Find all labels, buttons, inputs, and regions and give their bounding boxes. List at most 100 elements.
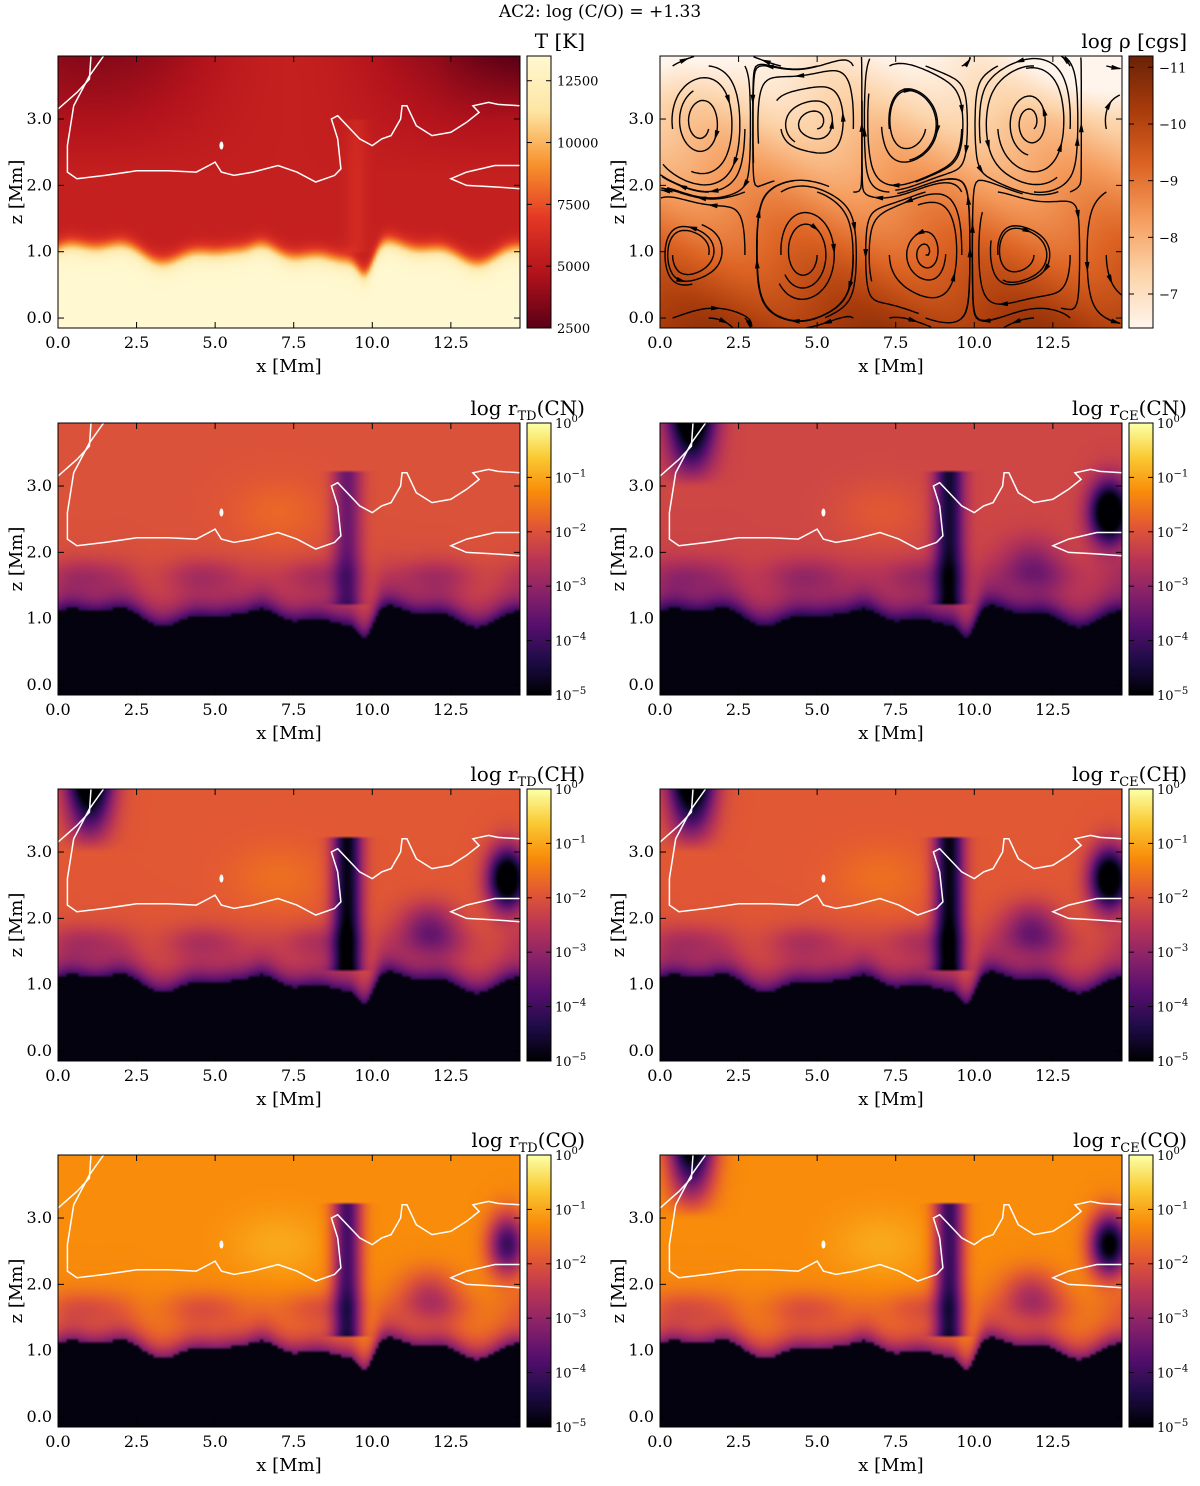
x-tick-label: 12.5 xyxy=(1035,1066,1071,1085)
y-tick-label: 1.0 xyxy=(629,1341,654,1360)
x-tick-label: 12.5 xyxy=(1035,700,1071,719)
overlay-rtd_cn xyxy=(58,423,520,557)
heatmap-rce_ch xyxy=(660,789,1122,1061)
panel-title: T [K] xyxy=(535,29,585,53)
panel-title: log ρ [cgs] xyxy=(1081,29,1187,53)
colorbar-tick-label: 10−1 xyxy=(555,834,586,852)
y-tick-label: 0.0 xyxy=(27,308,52,327)
streamline-arrow xyxy=(679,57,690,64)
x-tick-label: 5.0 xyxy=(202,1432,227,1451)
streamline-arrow xyxy=(1010,318,1022,324)
y-tick-label: 1.0 xyxy=(27,242,52,261)
overlay-rce_co xyxy=(660,1155,1122,1289)
streamline-arrow xyxy=(1061,56,1071,65)
colorbar-rce_co xyxy=(1129,1155,1153,1427)
colorbar-rce_cn xyxy=(1129,423,1153,695)
colorbar-tick-label: 10−2 xyxy=(1157,1255,1188,1273)
main-contour-2 xyxy=(668,423,1122,550)
x-axis-label: x [Mm] xyxy=(858,1455,923,1476)
colorbar-tick-label: 10−5 xyxy=(555,1418,586,1436)
main-contour-2 xyxy=(668,789,1122,916)
y-tick-label: 0.0 xyxy=(629,1041,654,1060)
colorbar-tick-label: 10−3 xyxy=(1157,577,1188,595)
x-tick-label: 0.0 xyxy=(45,1066,70,1085)
streamline-arrow xyxy=(985,139,990,151)
x-tick-label: 5.0 xyxy=(804,700,829,719)
right-contour xyxy=(448,1263,520,1289)
y-tick-label: 2.0 xyxy=(27,908,52,927)
y-tick-label: 1.0 xyxy=(27,975,52,994)
y-tick-label: 2.0 xyxy=(27,542,52,561)
x-tick-label: 5.0 xyxy=(804,1066,829,1085)
colorbar-tick-label: 10−3 xyxy=(1157,943,1188,961)
y-tick-label: 0.0 xyxy=(27,1041,52,1060)
streamline-arrow xyxy=(863,249,869,260)
y-tick-label: 1.0 xyxy=(27,609,52,628)
streamline-arrow xyxy=(810,223,820,232)
plot-frame xyxy=(57,788,521,1062)
streamline-arrow xyxy=(742,179,750,190)
colorbar-tick-label: 10−5 xyxy=(1157,1052,1188,1070)
y-axis-label: z [Mm] xyxy=(6,893,27,958)
colorbar-tick-label: 10−2 xyxy=(555,523,586,541)
x-tick-label: 10.0 xyxy=(956,1066,992,1085)
streamline-arrow xyxy=(966,194,972,206)
contour-blob xyxy=(219,508,224,517)
x-tick-label: 10.0 xyxy=(354,700,390,719)
y-tick-label: 0.0 xyxy=(27,1407,52,1426)
colorbar-tick-label: 10−2 xyxy=(555,889,586,907)
colorbar-rtd_ch xyxy=(527,789,551,1061)
streamline-arrow xyxy=(760,59,771,66)
streamline-arrow xyxy=(959,104,964,116)
x-tick-label: 5.0 xyxy=(202,333,227,352)
colorbar-tick-label: 10−5 xyxy=(1157,1418,1188,1436)
y-tick-label: 3.0 xyxy=(27,476,52,495)
streamline-arrow xyxy=(902,197,914,204)
colorbar-frame xyxy=(1128,55,1154,329)
main-contour xyxy=(58,423,92,477)
x-axis-label: x [Mm] xyxy=(256,723,321,744)
plot-frame xyxy=(659,1154,1123,1428)
x-tick-label: 7.5 xyxy=(281,333,306,352)
x-tick-label: 0.0 xyxy=(45,333,70,352)
streamline-arrow xyxy=(840,111,846,122)
streamline-arrow xyxy=(677,184,688,191)
x-tick-label: 0.0 xyxy=(647,1066,672,1085)
y-tick-label: 3.0 xyxy=(27,109,52,128)
y-tick-label: 0.0 xyxy=(629,1407,654,1426)
x-tick-label: 10.0 xyxy=(354,333,390,352)
x-tick-label: 2.5 xyxy=(124,1066,149,1085)
colorbar-frame xyxy=(526,422,552,696)
streamline-arrow xyxy=(821,318,833,325)
x-tick-label: 10.0 xyxy=(956,333,992,352)
heatmap-temperature xyxy=(58,56,520,328)
x-tick-label: 10.0 xyxy=(354,1432,390,1451)
colorbar-tick-label: 100 xyxy=(1157,780,1180,798)
streamline-arrow xyxy=(718,317,729,324)
colorbar-tick-label: −7 xyxy=(1159,288,1178,303)
panel-title: log rCE(CO) xyxy=(1073,1128,1187,1156)
streamline-arrow xyxy=(794,73,805,78)
x-tick-label: 12.5 xyxy=(1035,1432,1071,1451)
streamline-arrow xyxy=(1042,106,1048,117)
streamline-arrow xyxy=(660,188,671,194)
heatmap-rtd_cn xyxy=(58,423,520,695)
panel-rce_cn: 0.0 2.5 5.0 7.5 10.0 12.5 0.0 1.0 2.0 3.0 x [Mm] z … xyxy=(608,396,1188,744)
streamline-arrow xyxy=(789,319,800,324)
y-tick-label: 3.0 xyxy=(629,476,654,495)
streamline-arrow xyxy=(1106,274,1113,285)
colorbar-frame xyxy=(1128,422,1154,696)
right-contour xyxy=(448,164,520,190)
streamline-arrow xyxy=(903,88,914,93)
x-tick-label: 0.0 xyxy=(45,1432,70,1451)
panel-title: log rCE(CN) xyxy=(1072,396,1187,424)
panel-temperature: 0.0 2.5 5.0 7.5 10.0 12.5 0.0 1.0 2.0 3.0 x [Mm] z … xyxy=(6,29,598,377)
colorbar-frame xyxy=(526,55,552,329)
colorbar-tick-label: 10−5 xyxy=(555,686,586,704)
right-contour xyxy=(1050,897,1122,923)
streamline-arrow xyxy=(676,277,687,282)
main-contour-2 xyxy=(66,423,520,550)
streamline-arrow xyxy=(724,94,731,105)
x-tick-label: 12.5 xyxy=(433,700,469,719)
colorbar-tick-label: −8 xyxy=(1159,231,1178,246)
